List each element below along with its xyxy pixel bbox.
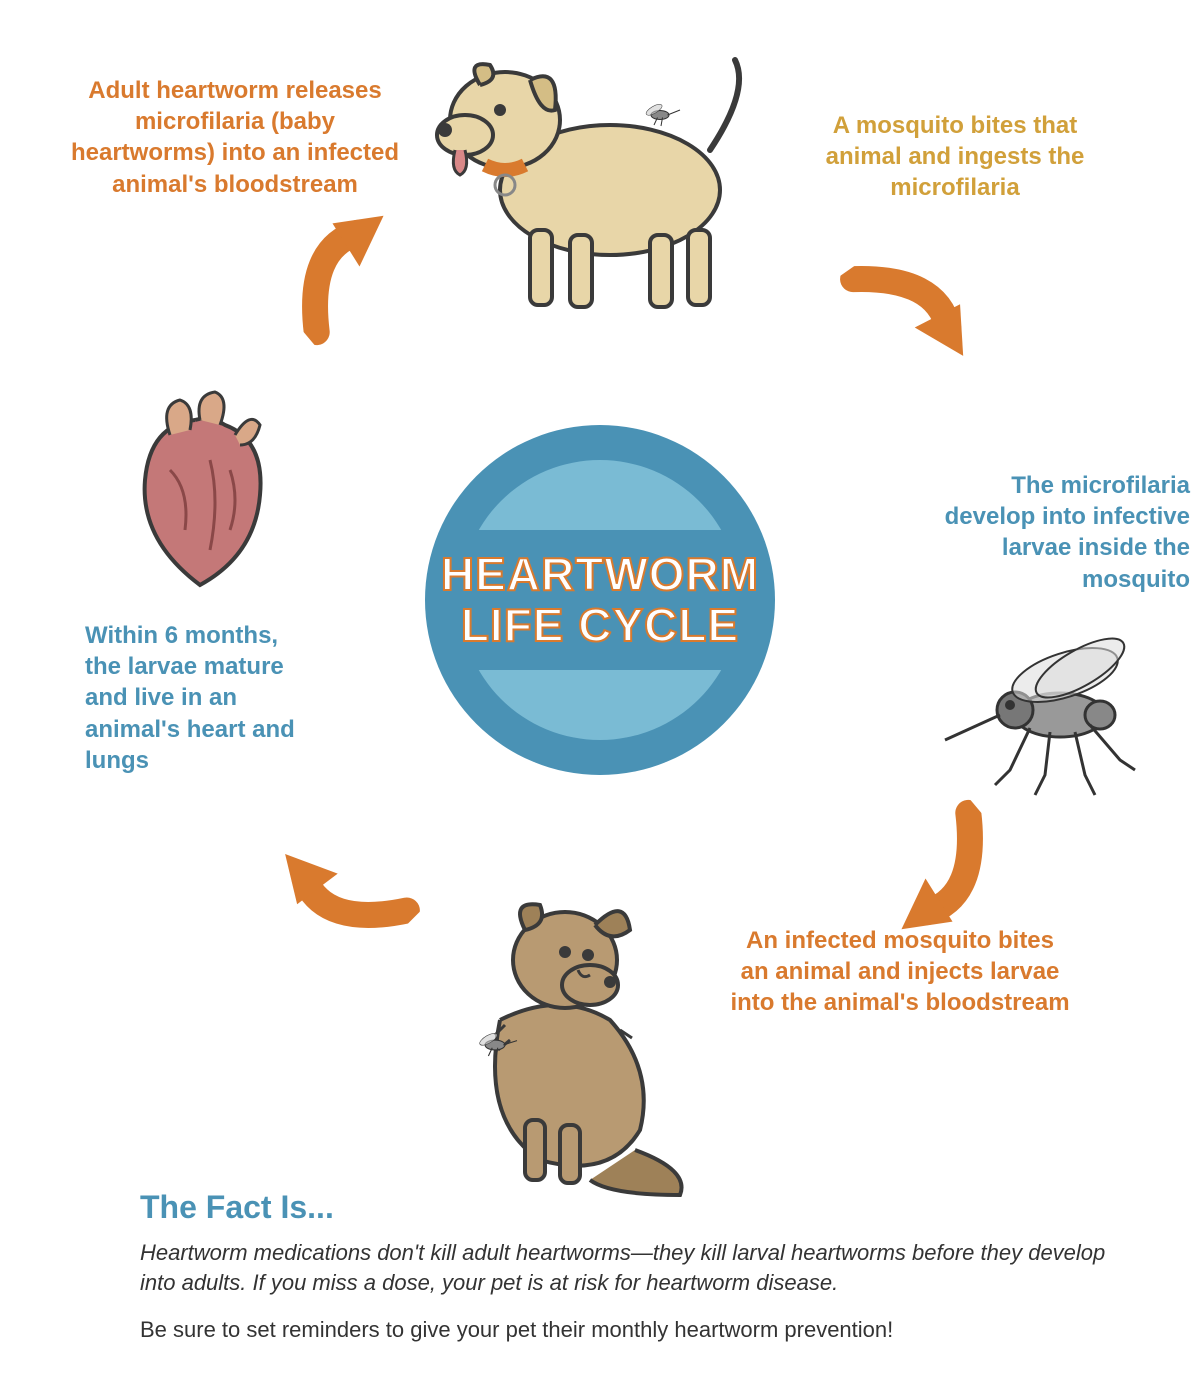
cycle-diagram: HEARTWORM LIFE CYCLE Adult heartworm rel… <box>0 0 1200 1200</box>
stage-5-text: Within 6 months, the larvae mature and l… <box>85 620 305 776</box>
fact-title: The Fact Is... <box>140 1189 1120 1226</box>
mosquito-icon <box>940 620 1140 800</box>
stage-2-text: A mosquito bites that animal and ingests… <box>810 110 1100 204</box>
fact-body: Heartworm medications don't kill adult h… <box>140 1238 1120 1297</box>
stage-1-text: Adult heartworm releases microfilaria (b… <box>70 75 400 200</box>
cycle-arrow-1 <box>261 191 429 354</box>
center-medallion: HEARTWORM LIFE CYCLE <box>420 420 780 780</box>
dog-sitting-icon <box>410 870 700 1200</box>
stage-3-text: The microfilaria develop into infective … <box>930 470 1190 595</box>
center-title: HEARTWORM LIFE CYCLE <box>441 549 759 650</box>
cycle-arrow-4 <box>262 804 428 970</box>
fact-reminder: Be sure to set reminders to give your pe… <box>140 1315 1120 1345</box>
cycle-arrow-2 <box>831 228 989 397</box>
center-title-line2: LIFE CYCLE <box>441 600 759 651</box>
dog-standing-icon <box>410 10 770 320</box>
stage-4-text: An infected mosquito bites an animal and… <box>730 925 1070 1019</box>
center-title-line1: HEARTWORM <box>441 549 759 600</box>
heart-organ-icon <box>100 380 300 600</box>
footer: The Fact Is... Heartworm medications don… <box>140 1189 1120 1345</box>
